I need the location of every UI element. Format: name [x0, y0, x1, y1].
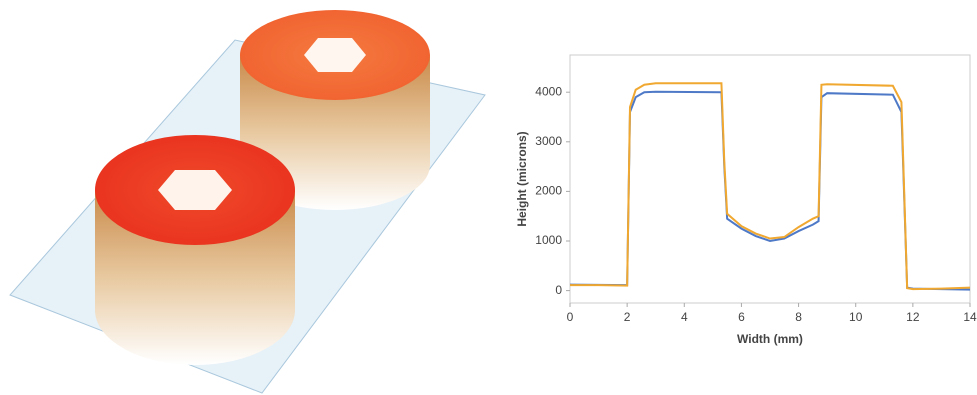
plot-frame: [570, 55, 970, 303]
x-tick-label: 10: [849, 310, 863, 324]
x-tick-label: 2: [624, 310, 631, 324]
series-line: [570, 83, 970, 289]
y-tick-label: 2000: [535, 184, 562, 198]
x-tick-label: 8: [795, 310, 802, 324]
cylinder-front: [95, 135, 295, 365]
y-tick-label: 0: [555, 283, 562, 297]
x-tick-label: 0: [567, 310, 574, 324]
figure: Width (mm) Height (microns) 0 1000 2000 300…: [0, 0, 977, 395]
x-tick-label: 6: [738, 310, 745, 324]
render-3d: [10, 10, 485, 393]
y-tick-label: 4000: [535, 84, 562, 98]
page: Width (mm) Height (microns) 0 1000 2000 300…: [0, 0, 977, 395]
y-axis-title: Height (microns): [515, 131, 529, 226]
x-tick-label: 4: [681, 310, 688, 324]
x-axis-title: Width (mm): [737, 332, 803, 346]
y-tick-label: 1000: [535, 233, 562, 247]
y-tick-label: 3000: [535, 134, 562, 148]
x-tick-label: 14: [963, 310, 977, 324]
x-tick-label: 12: [906, 310, 920, 324]
